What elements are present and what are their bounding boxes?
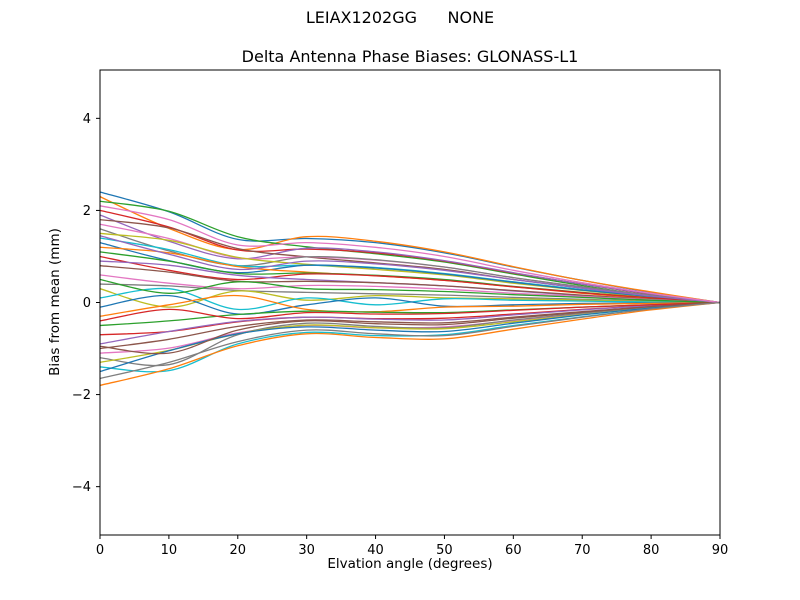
series-line (99, 278, 721, 304)
y-tick-label: 2 (83, 204, 91, 219)
chart-title: Delta Antenna Phase Biases: GLONASS-L1 (241, 47, 579, 66)
y-tick-label: 4 (83, 112, 91, 127)
x-tick-label: 40 (367, 543, 384, 558)
series-line (99, 301, 721, 380)
series-line (99, 294, 721, 315)
series-line (99, 301, 721, 322)
x-tick-label: 10 (161, 543, 178, 558)
x-tick-label: 0 (96, 543, 104, 558)
x-axis-label: Elvation angle (degrees) (327, 556, 493, 572)
x-tick-label: 50 (436, 543, 453, 558)
x-tick-label: 60 (505, 543, 522, 558)
series-line (99, 255, 721, 304)
series-line (99, 214, 721, 304)
y-tick-label: −4 (72, 480, 91, 495)
x-tick-label: 80 (643, 543, 660, 558)
y-axis-label: Bias from mean (mm) (47, 228, 63, 376)
x-tick-label: 30 (298, 543, 315, 558)
series-line (99, 301, 721, 387)
series-line (99, 265, 721, 304)
series-line (99, 301, 721, 345)
x-tick-label: 90 (712, 543, 729, 558)
series-line (99, 232, 721, 304)
x-tick-label: 70 (574, 543, 591, 558)
series-line (99, 294, 721, 317)
series-line (99, 301, 721, 355)
figure-suptitle: LEIAX1202GG NONE (305, 8, 495, 27)
series-line (99, 196, 721, 304)
x-tick-label: 20 (230, 543, 247, 558)
y-tick-label: −2 (72, 388, 91, 403)
series-line (99, 274, 721, 304)
series-line (99, 235, 721, 304)
y-tick-label: 0 (83, 296, 91, 311)
series-line (99, 205, 721, 304)
series-line (99, 301, 721, 373)
